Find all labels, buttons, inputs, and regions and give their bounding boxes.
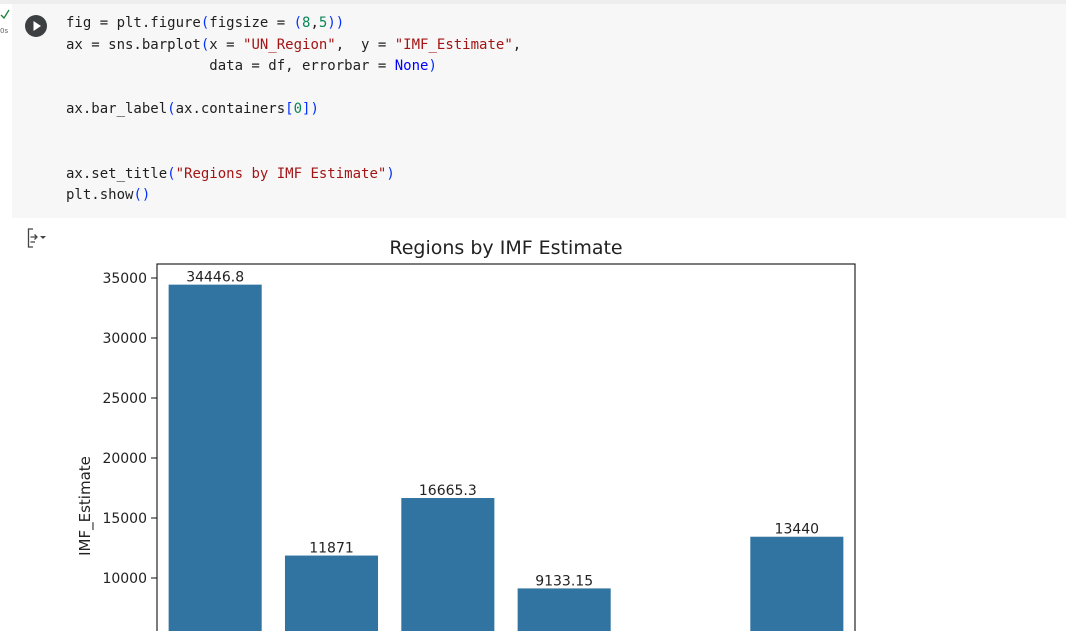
code-token: [ (285, 101, 294, 117)
code-cell[interactable] (12, 4, 1066, 218)
code-token: )) (327, 15, 345, 31)
code-token: ( (200, 36, 210, 53)
bar-chart: Regions by IMF Estimate IMF_Estimate 100… (76, 237, 856, 631)
code-token: ]) (302, 101, 319, 117)
bar (750, 536, 844, 631)
code-token: "IMF_Estimate" (394, 36, 513, 53)
code-token: , (512, 36, 522, 53)
plot-frame (156, 263, 856, 631)
bar-label: 11871 (309, 541, 354, 557)
code-token: figsize = (209, 15, 294, 31)
code-token: ax = sns.barplot (66, 36, 201, 53)
bars-group (168, 284, 844, 631)
code-token: ( (167, 101, 176, 117)
code-line: fig = plt.figure(figsize = (8,5)) (66, 13, 521, 35)
code-token: ax.bar_label (66, 101, 168, 117)
bar (168, 284, 262, 631)
cell-gutter (0, 4, 12, 631)
code-token: , (310, 15, 319, 31)
code-token: 8 (302, 15, 311, 31)
play-icon (33, 21, 41, 31)
check-icon (0, 9, 10, 19)
output-collapse-icon[interactable] (26, 228, 48, 248)
code-token: fig = plt.figure (66, 15, 201, 31)
y-tick-label: 35000 (102, 271, 147, 287)
code-token: ) (386, 165, 395, 182)
bar-label: 9133.15 (535, 573, 593, 589)
bar-label: 16665.3 (419, 483, 477, 499)
code-token: ax.containers (175, 101, 286, 117)
code-token: ( (167, 165, 176, 182)
code-token: x = (209, 36, 244, 53)
code-token: ax.set_title (66, 165, 168, 182)
code-token: plt.show (66, 187, 134, 203)
code-token: "UN_Region" (243, 36, 336, 53)
y-tick-label: 15000 (102, 511, 147, 527)
code-token: ) (428, 58, 437, 74)
code-line (66, 78, 521, 100)
code-line: ax.bar_label(ax.containers[0]) (66, 99, 521, 121)
y-axis-label: IMF_Estimate (76, 456, 95, 556)
code-line: ax = sns.barplot(x = "UN_Region", y = "I… (66, 35, 521, 57)
bar (401, 498, 495, 631)
bar (517, 588, 611, 631)
y-tick-label: 30000 (102, 331, 147, 347)
bar-label: 13440 (775, 522, 820, 538)
code-editor[interactable]: fig = plt.figure(figsize = (8,5)) ax = sn… (66, 13, 521, 207)
code-token: 0 (293, 101, 303, 117)
code-line (66, 142, 521, 164)
y-tick-label: 10000 (102, 571, 147, 587)
y-ticks-group: 10000 15000 20000 25000 30000 35000 (102, 271, 157, 587)
code-line (66, 121, 521, 143)
code-token: () (133, 187, 151, 203)
code-token: None (394, 58, 429, 74)
top-strip (0, 0, 1066, 4)
code-token: ( (293, 15, 303, 31)
chart-title: Regions by IMF Estimate (389, 237, 622, 259)
y-tick-label: 20000 (102, 451, 147, 467)
code-line: data = df, errorbar = None) (66, 56, 521, 78)
bar (284, 555, 379, 631)
code-token: ( (200, 15, 210, 31)
code-line: ax.set_title("Regions by IMF Estimate") (66, 164, 521, 186)
code-token: 5 (318, 15, 328, 31)
y-tick-label: 25000 (102, 391, 147, 407)
code-token: data = df, errorbar = (66, 58, 395, 74)
bar-labels-group: 34446.8 11871 16665.3 9133.15 13440 (186, 270, 819, 590)
run-cell-button[interactable] (25, 15, 47, 37)
execution-time: 0s (0, 27, 9, 35)
code-token: , y = (335, 36, 395, 53)
code-token: "Regions by IMF Estimate" (175, 165, 387, 182)
bar-label: 34446.8 (186, 270, 244, 286)
code-line: plt.show() (66, 185, 521, 207)
